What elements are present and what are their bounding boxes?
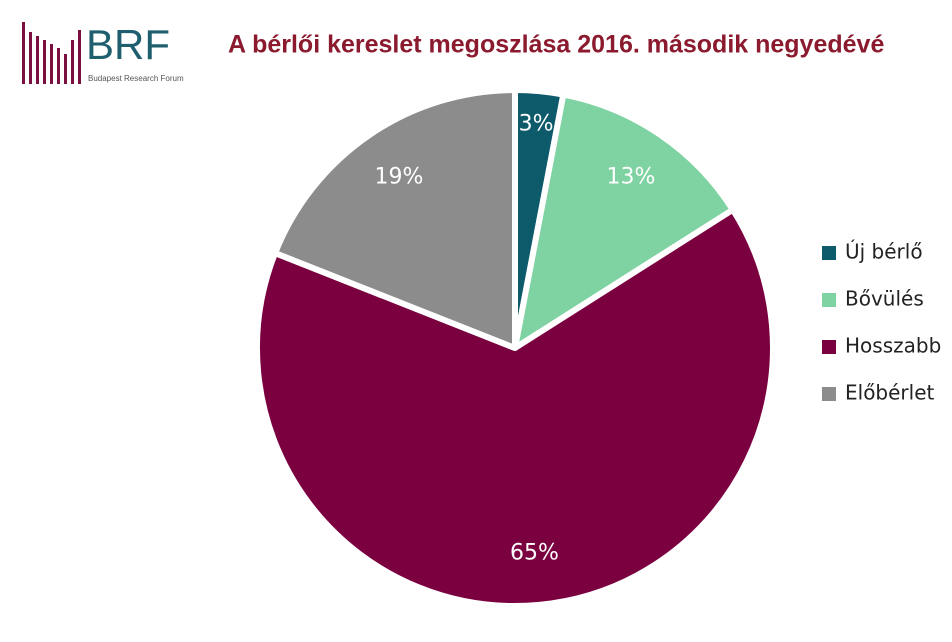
legend-swatch	[822, 293, 836, 307]
legend-swatch	[822, 387, 836, 401]
pie-slice	[512, 91, 736, 351]
logo-text: BRF	[86, 21, 170, 68]
legend-label: Előbérlet	[845, 381, 935, 405]
pie-slice	[254, 206, 776, 609]
legend-label: Új bérlő	[845, 240, 923, 264]
data-label: 13%	[607, 164, 656, 189]
pie-slice	[272, 87, 518, 351]
data-label: 65%	[510, 540, 559, 565]
chart-title: A bérlői kereslet megoszlása 2016. másod…	[228, 31, 884, 59]
logo-subtitle: Budapest Research Forum	[88, 74, 184, 83]
legend-label: Hosszabb	[845, 334, 941, 358]
data-label: 3%	[519, 112, 554, 137]
legend-swatch	[822, 246, 836, 260]
legend-swatch	[822, 340, 836, 354]
logo-bars	[22, 22, 81, 84]
legend-label: Bővülés	[845, 287, 924, 311]
data-label: 19%	[375, 164, 424, 189]
